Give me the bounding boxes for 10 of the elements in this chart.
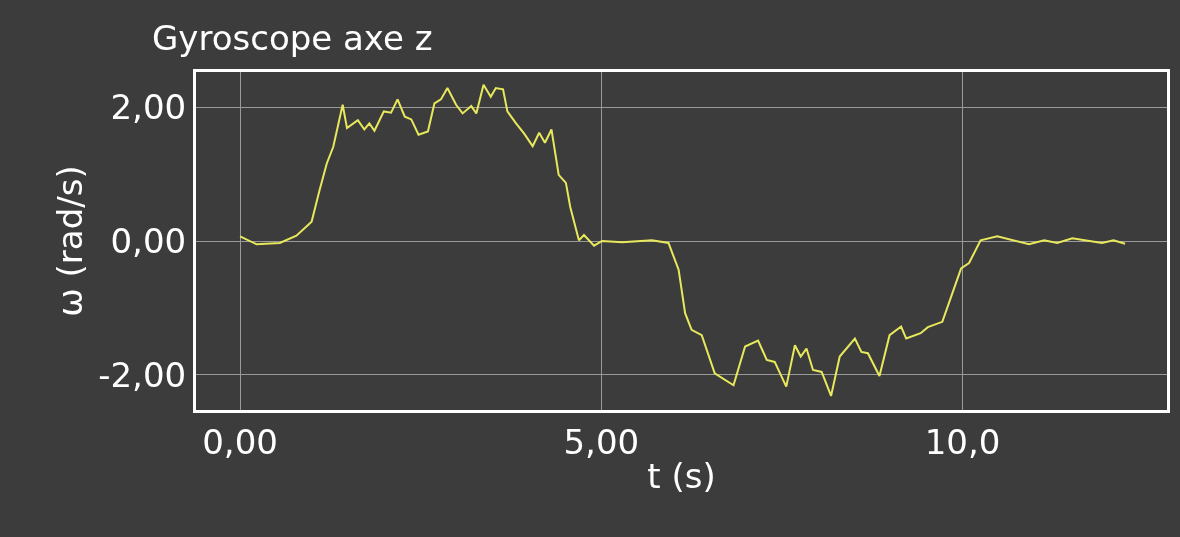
y-axis-title: ω (rad/s)	[49, 165, 90, 317]
y-tick-label: 0,00	[110, 220, 187, 261]
x-tick-label: 0,00	[202, 421, 278, 462]
chart-title: Gyroscope axe z	[152, 17, 433, 58]
y-tick-label: 2,00	[110, 87, 187, 128]
y-tick-label: -2,00	[98, 354, 187, 395]
x-axis-title: t (s)	[647, 456, 716, 497]
x-tick-label: 5,00	[563, 421, 640, 462]
line-series	[239, 83, 1127, 397]
x-tick-label: 10,0	[924, 421, 1001, 462]
